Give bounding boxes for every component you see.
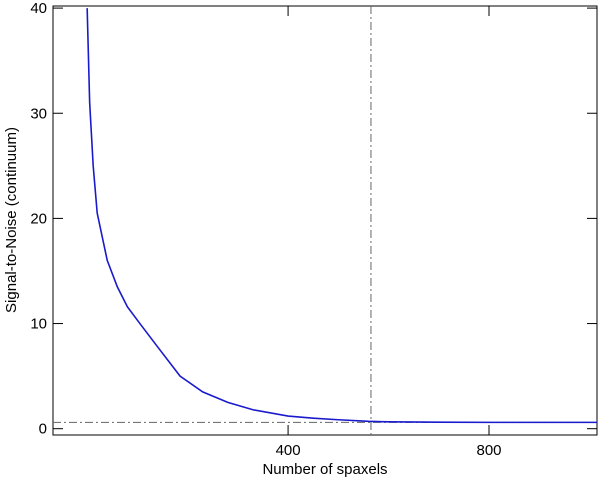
y-tick-label: 0 (39, 421, 47, 438)
y-tick-label: 10 (30, 316, 47, 333)
plot-frame (52, 5, 598, 436)
y-tick-label: 30 (30, 105, 47, 122)
data-line (86, 8, 597, 424)
y-tick-label: 40 (30, 0, 47, 17)
x-tick-label: 400 (276, 442, 301, 459)
y-axis-label: Signal-to-Noise (continuum) (3, 127, 20, 313)
y-tick-label: 20 (30, 210, 47, 227)
x-axis-label: Number of spaxels (262, 461, 387, 478)
x-tick-label: 800 (476, 442, 501, 459)
